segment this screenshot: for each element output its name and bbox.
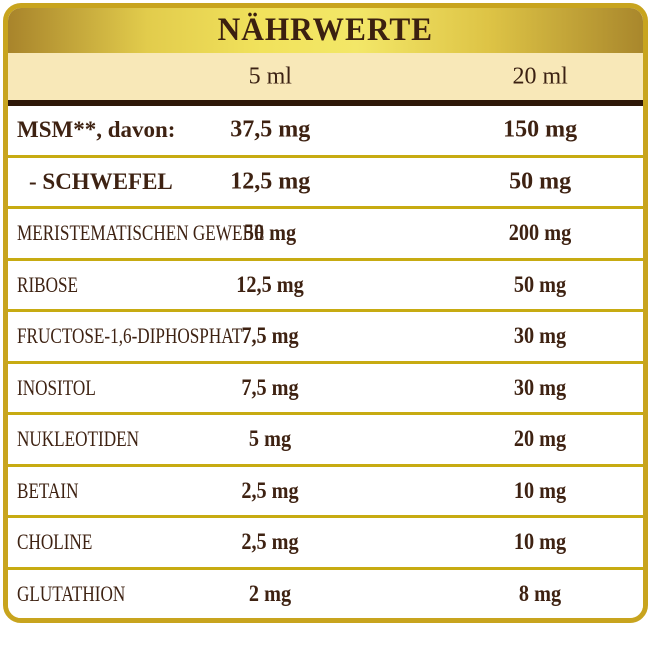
row-divider: [8, 463, 643, 467]
value-20ml: 30 mg: [513, 323, 567, 349]
nutrient-label: MSM**, davon:: [17, 117, 176, 143]
row-divider: [8, 206, 643, 209]
value-5ml: 50 mg: [244, 220, 297, 246]
value-5ml: 12,5 mg: [236, 271, 304, 297]
value-20ml: 10 mg: [513, 529, 567, 555]
value-20ml: 10 mg: [513, 477, 567, 503]
nutrient-label: - SCHWEFEL: [29, 168, 173, 194]
value-5ml: 2 mg: [249, 580, 292, 606]
nutrition-table-panel: NÄHRWERTE 5 ml 20 ml MSM**, davon: 37,5 …: [3, 3, 648, 623]
nutrient-label: INOSITOL: [17, 374, 96, 400]
value-20ml: 50 mg: [513, 271, 567, 297]
table-row: GLUTATHION 2 mg 8 mg: [8, 569, 643, 618]
value-20ml: 200 mg: [508, 220, 572, 246]
row-divider: [8, 257, 643, 261]
table-row: FRUCTOSE-1,6-DIPHOSPHAT 7,5 mg 30 mg: [8, 312, 643, 361]
nutrient-label: BETAIN: [17, 477, 79, 503]
nutrient-label: NUKLEOTIDEN: [17, 426, 139, 452]
table-row: BETAIN 2,5 mg 10 mg: [8, 466, 643, 515]
value-5ml: 2,5 mg: [241, 529, 299, 555]
table-row: MERISTEMATISCHEN GEWEBE 50 mg 200 mg: [8, 209, 643, 258]
value-20ml: 8 mg: [519, 580, 562, 606]
value-20ml: 150 mg: [503, 116, 578, 143]
value-5ml: 7,5 mg: [241, 374, 299, 400]
nutrient-label: RIBOSE: [17, 271, 79, 297]
column-header-row: 5 ml 20 ml: [8, 53, 643, 100]
value-20ml: 20 mg: [513, 426, 567, 452]
value-5ml: 5 mg: [249, 426, 292, 452]
table-row: NUKLEOTIDEN 5 mg 20 mg: [8, 415, 643, 464]
nutrient-label: FRUCTOSE-1,6-DIPHOSPHAT: [17, 323, 243, 349]
row-divider: [8, 412, 643, 415]
value-5ml: 7,5 mg: [241, 323, 299, 349]
value-20ml: 30 mg: [513, 374, 567, 400]
table-title-band: NÄHRWERTE: [8, 8, 643, 53]
table-title: NÄHRWERTE: [217, 12, 434, 48]
row-divider: [8, 309, 643, 312]
table-row: RIBOSE 12,5 mg 50 mg: [8, 260, 643, 309]
value-20ml: 50 mg: [509, 168, 572, 195]
nutrient-label: MERISTEMATISCHEN GEWEBE: [17, 220, 265, 246]
table-row: - SCHWEFEL 12,5 mg 50 mg: [8, 157, 643, 206]
nutrient-label: GLUTATHION: [17, 580, 126, 606]
row-divider: [8, 515, 643, 518]
value-5ml: 2,5 mg: [241, 477, 299, 503]
table-row: MSM**, davon: 37,5 mg 150 mg: [8, 106, 643, 155]
nutrient-label: CHOLINE: [17, 529, 93, 555]
value-5ml: 12,5 mg: [230, 168, 311, 195]
row-divider: [8, 154, 643, 158]
header-divider: [8, 100, 643, 106]
column-header-20ml: 20 ml: [512, 63, 568, 89]
value-5ml: 37,5 mg: [230, 116, 311, 143]
table-row: CHOLINE 2,5 mg 10 mg: [8, 518, 643, 567]
row-divider: [8, 566, 643, 570]
table-row: INOSITOL 7,5 mg 30 mg: [8, 363, 643, 412]
column-header-5ml: 5 ml: [248, 63, 292, 89]
row-divider: [8, 360, 643, 364]
